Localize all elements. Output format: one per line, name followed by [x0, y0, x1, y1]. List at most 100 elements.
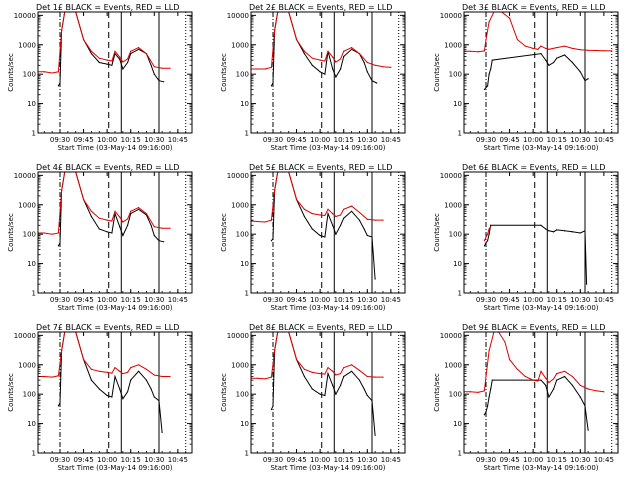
x-tick-label: 09:30 — [263, 296, 283, 304]
data-point-lld — [477, 391, 479, 393]
chart-title: Det 7£ BLACK = Events, RED = LLD — [36, 323, 179, 332]
series-line-events — [484, 53, 589, 90]
data-point-events — [371, 236, 373, 238]
data-point-events — [335, 393, 337, 395]
data-point-events — [270, 85, 273, 87]
data-point-events — [579, 232, 581, 234]
data-point-lld — [130, 210, 132, 212]
data-point-events — [366, 71, 368, 73]
y-tick-label: 1 — [32, 290, 36, 298]
data-point-events — [584, 80, 586, 82]
axes-frame — [463, 11, 619, 134]
data-point-events — [552, 388, 555, 390]
x-tick-label: 10:45 — [168, 136, 188, 144]
data-point-lld — [161, 227, 163, 229]
x-tick-label: 10:45 — [594, 136, 614, 144]
data-point-events — [490, 68, 492, 70]
series-line-lld — [251, 12, 391, 70]
data-point-lld — [485, 375, 487, 378]
x-tick-label: 10:30 — [357, 456, 377, 464]
data-point-events — [272, 238, 274, 240]
data-point-events — [163, 81, 165, 83]
data-point-events — [548, 64, 550, 66]
x-tick-label: 10:15 — [334, 456, 354, 464]
x-tick-label: 10:15 — [334, 296, 354, 304]
data-point-events — [490, 388, 492, 390]
data-point-events — [540, 224, 542, 226]
data-point-events — [111, 396, 113, 398]
axes-frame — [37, 171, 193, 294]
data-point-lld — [611, 50, 613, 52]
data-point-events — [556, 229, 558, 231]
data-point-lld — [256, 220, 258, 223]
data-point-lld — [335, 61, 337, 63]
data-point-lld — [350, 205, 353, 207]
data-point-events — [363, 388, 365, 390]
data-point-events — [90, 379, 93, 381]
y-tick-label: 1000 — [231, 201, 249, 209]
data-point-events — [335, 76, 337, 78]
x-axis-label: Start Time (03-May-14 09:16:00) — [57, 144, 172, 152]
data-point-events — [548, 230, 550, 232]
data-point-lld — [169, 375, 171, 378]
y-tick-label: 1000 — [444, 41, 462, 49]
data-point-lld — [90, 210, 93, 212]
data-point-events — [371, 400, 373, 402]
data-point-lld — [332, 213, 334, 215]
data-point-lld — [264, 221, 266, 223]
data-point-events — [587, 429, 589, 431]
data-point-events — [90, 215, 93, 218]
data-point-lld — [111, 60, 113, 62]
data-point-events — [161, 431, 163, 434]
data-point-events — [486, 405, 489, 407]
data-point-lld — [122, 61, 124, 63]
axes-frame — [37, 11, 193, 134]
y-tick-label: 1 — [32, 450, 36, 458]
data-point-lld — [303, 368, 306, 370]
data-point-lld — [350, 364, 353, 366]
data-point-events — [491, 379, 493, 381]
data-point-lld — [469, 50, 471, 52]
data-point-events — [545, 228, 547, 230]
data-point-lld — [122, 373, 124, 375]
chart-title: Det 3£ BLACK = Events, RED = LLD — [462, 3, 605, 12]
data-point-lld — [126, 218, 129, 220]
data-point-lld — [390, 66, 392, 68]
data-point-lld — [540, 370, 542, 372]
data-point-lld — [130, 367, 132, 369]
data-point-lld — [137, 364, 140, 366]
x-tick-label: 09:30 — [476, 456, 496, 464]
data-point-events — [376, 82, 378, 84]
data-point-lld — [350, 47, 353, 49]
data-point-lld — [508, 358, 511, 361]
chart-title: Det 9£ BLACK = Events, RED = LLD — [462, 323, 605, 332]
data-point-lld — [111, 220, 113, 222]
axes-frame — [37, 331, 193, 454]
data-point-lld — [556, 47, 558, 49]
data-point-events — [545, 59, 547, 61]
data-point-lld — [579, 384, 581, 386]
series-line-events — [483, 224, 588, 285]
data-point-events — [556, 57, 558, 59]
y-axis-label: Counts/sec — [7, 373, 15, 412]
data-point-lld — [303, 50, 306, 52]
data-point-events — [485, 242, 487, 244]
x-axis-label: Start Time (03-May-14 09:16:00) — [483, 464, 598, 472]
data-point-lld — [57, 71, 60, 73]
data-point-lld — [270, 219, 273, 221]
x-tick-label: 10:00 — [310, 136, 330, 144]
y-tick-label: 10000 — [14, 12, 36, 20]
data-point-lld — [43, 71, 45, 73]
data-point-lld — [60, 350, 63, 352]
data-point-events — [563, 230, 566, 232]
data-point-lld — [358, 211, 361, 213]
data-point-lld — [540, 45, 542, 47]
x-axis-label: Start Time (03-May-14 09:16:00) — [270, 464, 385, 472]
data-point-lld — [516, 38, 519, 41]
series-line-lld — [38, 332, 170, 378]
data-point-events — [158, 80, 160, 82]
y-tick-label: 100 — [449, 391, 462, 399]
data-point-events — [579, 71, 581, 73]
data-point-events — [98, 388, 100, 390]
x-axis-label: Start Time (03-May-14 09:16:00) — [57, 304, 172, 312]
